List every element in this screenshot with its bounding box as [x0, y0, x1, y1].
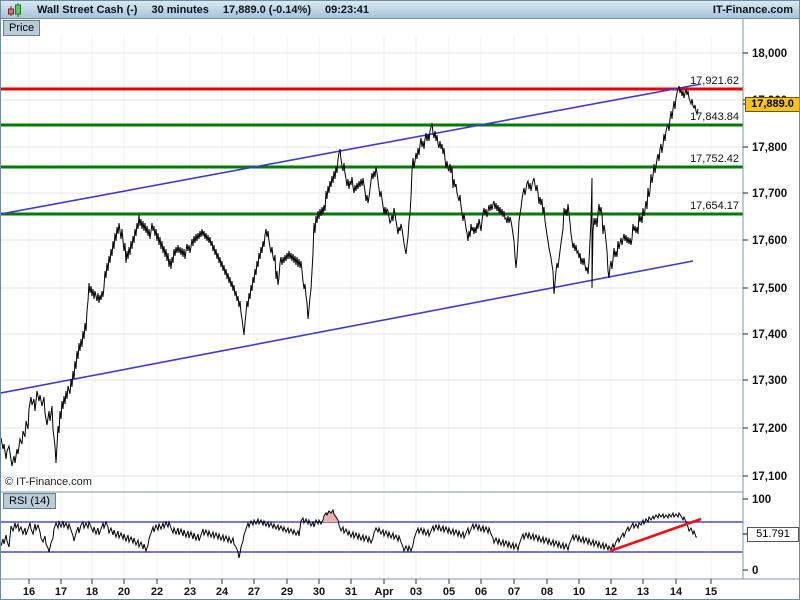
date-label: 12	[605, 586, 617, 598]
tab-rsi-label: RSI (14)	[9, 495, 50, 507]
date-label: 16	[23, 586, 35, 598]
rsi-axis-label: 100	[752, 494, 771, 506]
tab-price[interactable]: Price	[3, 20, 41, 36]
candlestick-icon	[8, 2, 21, 17]
price-pane[interactable]	[1, 19, 743, 492]
price-level-label: 17,843.84	[690, 111, 739, 123]
date-label: 17	[55, 586, 67, 598]
price-axis-label: 17,300	[752, 375, 787, 387]
last-price-badge: 17,889.0	[745, 97, 799, 112]
tab-rsi[interactable]: RSI (14)	[3, 493, 56, 509]
date-label: 15	[705, 586, 717, 598]
rsi-overbought-fill	[323, 510, 339, 522]
title-bar: Wall Street Cash (-) 30 minutes 17,889.0…	[1, 1, 799, 19]
copyright-watermark: © IT-Finance.com	[5, 476, 92, 488]
rsi-trendline[interactable]	[609, 517, 702, 553]
price-level-label: 17,921.62	[690, 75, 739, 87]
price-level-label: 17,654.17	[690, 200, 739, 212]
price-axis-label: 17,600	[752, 235, 787, 247]
date-label: 20	[118, 586, 130, 598]
date-label: 22	[151, 586, 163, 598]
date-label: 23	[184, 586, 196, 598]
price-axis-label: 17,400	[752, 329, 787, 341]
date-label: 06	[475, 586, 487, 598]
date-label: 10	[573, 586, 585, 598]
quote-time: 09:23:41	[324, 3, 370, 16]
rsi-series-path[interactable]	[1, 508, 697, 559]
timeframe-label: 30 minutes	[151, 3, 209, 16]
price-axis-label: 18,000	[752, 48, 787, 60]
price-axis-label: 17,100	[752, 471, 787, 483]
price-axis-label: 17,700	[752, 188, 787, 200]
date-label: 13	[637, 586, 649, 598]
price-axis-label: 17,200	[752, 423, 787, 435]
date-label: 14	[670, 586, 683, 598]
rsi-pane[interactable]	[1, 492, 743, 579]
date-label: Apr	[375, 586, 395, 598]
date-label: 30	[313, 586, 325, 598]
price-series-path[interactable]	[1, 85, 699, 467]
date-label: 18	[86, 586, 98, 598]
date-label: 05	[443, 586, 455, 598]
price-axis-label: 17,500	[752, 283, 787, 295]
date-label: 07	[508, 586, 520, 598]
trendline[interactable]	[1, 260, 694, 394]
brand-label: IT-Finance.com	[712, 3, 793, 16]
last-price-change: 17,889.0 (-0.14%)	[222, 3, 311, 16]
tab-price-label: Price	[9, 22, 35, 34]
instrument-name: Wall Street Cash (-)	[37, 3, 138, 16]
date-label: 31	[345, 586, 357, 598]
rsi-axis-label: 0	[752, 565, 758, 577]
date-label: 03	[410, 586, 422, 598]
date-label: 08	[541, 586, 553, 598]
date-label: 27	[248, 586, 260, 598]
trendline[interactable]	[1, 83, 702, 215]
date-label: 24	[216, 586, 229, 598]
date-label: 29	[281, 586, 293, 598]
rsi-value-box: 51.791	[747, 527, 799, 542]
price-level-label: 17,752.42	[690, 153, 739, 165]
price-axis-label: 17,800	[752, 142, 787, 154]
